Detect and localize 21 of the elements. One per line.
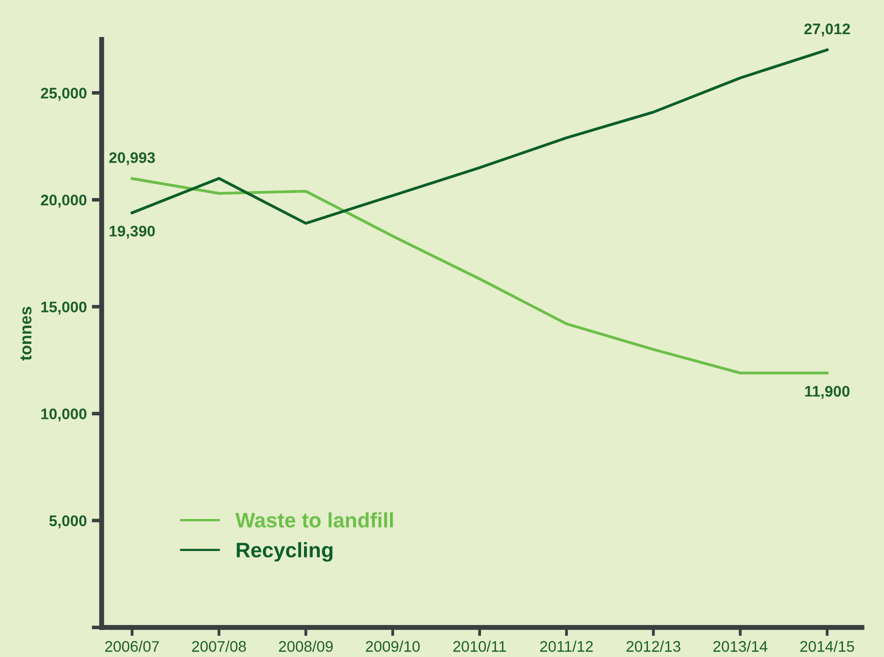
data-label: 19,390 (110, 226, 155, 239)
x-tick-label: 2008/09 (279, 640, 333, 652)
text: 15,000 (41, 302, 86, 315)
y-axis-title: tonnes (20, 306, 32, 361)
x-tick-label: 2011/12 (540, 640, 593, 652)
x-tick-label: 2006/07 (105, 640, 159, 652)
data-label: 20,993 (109, 152, 155, 166)
x-tick-label: 2012/13 (626, 640, 680, 652)
data-label: 11,900 (805, 386, 850, 399)
text: 25,000 (40, 88, 86, 101)
data-label: 27,012 (804, 24, 850, 37)
x-tick-label: 2009/10 (366, 640, 420, 652)
legend-label: Recycling (236, 542, 332, 562)
legend-label: Waste to landfill (235, 512, 393, 528)
x-tick-label: 2013/14 (713, 640, 768, 652)
text: 10,000 (41, 408, 86, 422)
text: 5,000 (49, 515, 86, 528)
text: 20,000 (40, 194, 86, 208)
x-tick-label: 2014/15 (800, 640, 854, 652)
x-tick-label: 2007/08 (192, 640, 246, 652)
x-tick-label: 2010/11 (453, 640, 506, 652)
